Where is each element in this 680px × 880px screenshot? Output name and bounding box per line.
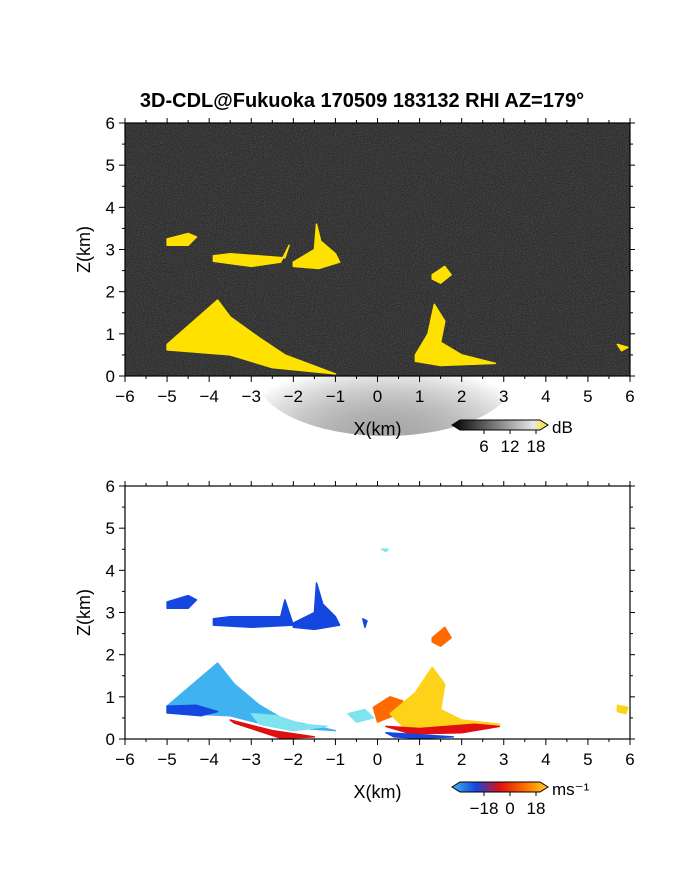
x-tick-label: −2	[284, 387, 303, 406]
y-tick-label: 4	[106, 561, 115, 580]
x-tick-label: −4	[199, 750, 218, 769]
y-axis-label: Z(km)	[74, 226, 94, 273]
colorbar-unit: dB	[552, 418, 573, 437]
y-tick-label: 0	[106, 367, 115, 386]
y-tick-label: 2	[106, 283, 115, 302]
x-tick-label: 3	[499, 387, 508, 406]
x-tick-label: 2	[457, 750, 466, 769]
echo-region	[292, 582, 341, 631]
echo-region	[362, 618, 368, 629]
echo-region	[347, 708, 375, 723]
echo-region	[385, 731, 455, 739]
x-tick-label: 0	[373, 387, 382, 406]
echo-region	[250, 712, 328, 732]
y-tick-label: 4	[106, 198, 115, 217]
echo-region	[431, 626, 452, 647]
colorbar	[451, 781, 549, 793]
colorbar-tick-label: 18	[527, 437, 546, 456]
velocity-panel: −6 −5 −4 −3 −2 −1 0 1 2 3 4 5 6 0 1 2 3 4 5 6 X(km) Z(km) −18 0…	[74, 477, 635, 818]
y-tick-label: 5	[106, 519, 115, 538]
y-tick-label: 3	[106, 604, 115, 623]
x-tick-label: −5	[157, 750, 176, 769]
x-tick-label: 1	[415, 387, 424, 406]
y-tick-label: 2	[106, 646, 115, 665]
x-tick-label: 5	[583, 387, 592, 406]
x-tick-label: 4	[541, 750, 550, 769]
echo-region	[166, 594, 198, 610]
y-tick-label: 6	[106, 114, 115, 133]
x-tick-label: 2	[457, 387, 466, 406]
x-axis-label: X(km)	[354, 419, 402, 439]
echo-region	[414, 303, 497, 367]
x-tick-label: 6	[625, 387, 634, 406]
x-tick-label: −5	[157, 387, 176, 406]
echo-region	[229, 719, 316, 739]
x-tick-label: 3	[499, 750, 508, 769]
y-tick-label: 1	[106, 325, 115, 344]
x-tick-label: −2	[284, 750, 303, 769]
x-tick-label: −3	[242, 387, 261, 406]
echo-region	[212, 244, 290, 268]
echo-region	[212, 599, 295, 629]
x-axis-label: X(km)	[354, 782, 402, 802]
echo-region	[166, 299, 337, 375]
echo-region	[616, 343, 629, 352]
echo-region	[389, 666, 501, 730]
echo-region	[380, 548, 389, 553]
y-tick-label: 3	[106, 241, 115, 260]
colorbar-tick-label: 18	[527, 799, 546, 818]
echo-region	[431, 265, 452, 284]
colorbar	[451, 419, 549, 431]
echo-region	[292, 223, 341, 270]
colorbar-unit: ms⁻¹	[552, 780, 590, 799]
y-axis-label: Z(km)	[74, 589, 94, 636]
y-tick-label: 6	[106, 477, 115, 496]
x-tick-label: 0	[373, 750, 382, 769]
echo-region	[166, 704, 219, 717]
x-tick-label: −1	[326, 387, 345, 406]
colorbar-tick-label: 12	[501, 437, 520, 456]
colorbar-tick-label: −18	[470, 799, 499, 818]
colorbar-tick-label: 6	[479, 437, 488, 456]
x-tick-label: −6	[115, 387, 134, 406]
y-tick-label: 5	[106, 156, 115, 175]
x-tick-label: 5	[583, 750, 592, 769]
x-tick-label: −3	[242, 750, 261, 769]
y-tick-label: 0	[106, 730, 115, 749]
echo-region	[166, 232, 198, 247]
x-tick-label: −6	[115, 750, 134, 769]
y-tick-label: 1	[106, 688, 115, 707]
x-tick-label: −4	[199, 387, 218, 406]
figure-title: 3D-CDL@Fukuoka 170509 183132 RHI AZ=179°	[140, 90, 584, 112]
echo-region	[616, 704, 629, 715]
colorbar-tick-label: 0	[505, 799, 514, 818]
x-tick-label: 6	[625, 750, 634, 769]
x-tick-label: 4	[541, 387, 550, 406]
x-tick-label: 1	[415, 750, 424, 769]
x-tick-label: −1	[326, 750, 345, 769]
